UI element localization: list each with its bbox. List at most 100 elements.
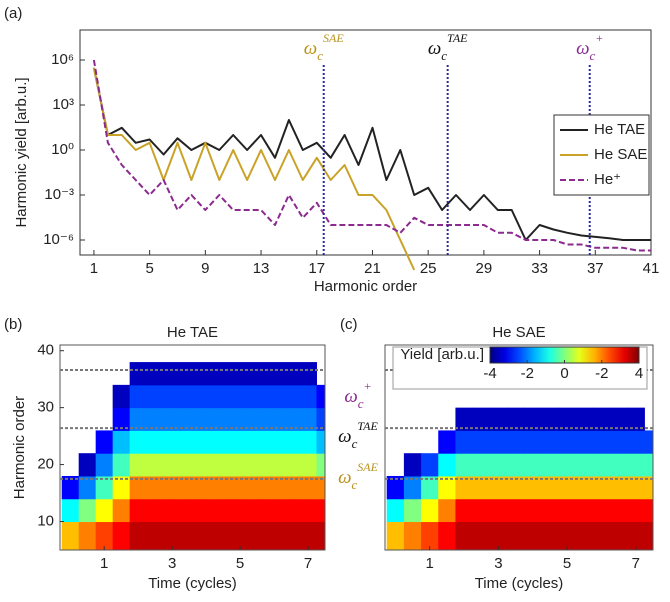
heat-cell [129, 475, 148, 500]
heat-cell [524, 453, 542, 477]
heat-cell [248, 384, 267, 409]
heat-cell [129, 521, 148, 550]
heat-cell [146, 430, 165, 454]
omega-sub: c [352, 437, 358, 452]
heat-cell [78, 498, 97, 523]
heat-cell [421, 453, 439, 477]
heat-cell [541, 430, 560, 454]
heat-cell [299, 475, 318, 500]
heat-cell [146, 384, 165, 409]
heat-cell [299, 453, 318, 477]
heat-cell [180, 453, 199, 477]
heat-cell [282, 362, 301, 386]
heat-cell [386, 498, 405, 523]
heat-cell [146, 453, 165, 477]
heat-cell [299, 362, 318, 386]
heat-cell [299, 521, 318, 550]
heat-cell [627, 521, 645, 550]
heat-cell [316, 475, 325, 500]
heat-cell [386, 475, 405, 500]
heat-cell [214, 384, 233, 409]
omega-sup: + [595, 31, 603, 45]
cutoff-label: ωc TAE [338, 419, 378, 452]
omega-symbol: ω [304, 38, 317, 59]
heat-cell [403, 521, 422, 550]
heat-cell [282, 498, 301, 523]
heat-cell [472, 498, 491, 523]
heat-cell [644, 498, 653, 523]
heat-cell [575, 475, 594, 500]
heat-cell [592, 521, 611, 550]
omega-sup: SAE [357, 460, 378, 474]
x-tick-label: 17 [308, 260, 325, 277]
heat-cell [129, 384, 148, 409]
heat-cell [316, 453, 325, 477]
heat-cell [112, 521, 131, 550]
x-tick-label: 3 [168, 555, 176, 572]
x-tick-label: 7 [632, 555, 640, 572]
heat-cell [146, 521, 165, 550]
heat-cell [282, 475, 301, 500]
heat-cell [78, 521, 97, 550]
heat-cell [558, 475, 577, 500]
omega-sup: TAE [447, 31, 468, 45]
heat-cell [214, 362, 233, 386]
heat-cell [489, 430, 508, 454]
heat-cell [61, 521, 80, 550]
heat-cell [575, 521, 594, 550]
heat-cell [592, 475, 611, 500]
heat-cell [541, 407, 560, 431]
heat-cell [112, 475, 131, 500]
heat-cell [541, 498, 560, 523]
chart-title: He SAE [492, 324, 545, 341]
heat-cell [506, 430, 525, 454]
panel-label: (a) [4, 5, 22, 22]
x-axis-label: Time (cycles) [148, 575, 237, 592]
heat-cell [248, 362, 267, 386]
series-line [92, 59, 651, 252]
heat-cell [112, 384, 131, 409]
heat-cell [112, 453, 131, 477]
omega-symbol: ω [576, 38, 589, 59]
heat-cell [95, 498, 114, 523]
heat-cell [299, 384, 318, 409]
heat-cell [248, 521, 267, 550]
heat-cell [610, 521, 628, 550]
heat-cell [95, 430, 114, 454]
heat-cell [299, 407, 318, 431]
heat-cell [472, 475, 491, 500]
x-tick-label: 1 [425, 555, 433, 572]
heat-cell [489, 453, 508, 477]
x-tick-label: 41 [643, 260, 660, 277]
heat-cell [146, 498, 165, 523]
heat-cell [265, 453, 284, 477]
x-tick-label: 25 [420, 260, 437, 277]
omega-sup: SAE [323, 31, 344, 45]
heat-cell [592, 453, 611, 477]
heat-cell [146, 362, 165, 386]
heat-cell [214, 453, 233, 477]
x-tick-label: 5 [563, 555, 571, 572]
panel-label: (c) [340, 316, 358, 333]
heat-cell [472, 521, 491, 550]
legend-label: He TAE [594, 121, 645, 138]
heat-cell [95, 453, 114, 477]
heat-cell [421, 521, 439, 550]
heat-cell [265, 521, 284, 550]
colorbar-tick-label: -2 [521, 365, 534, 382]
x-tick-label: 37 [587, 260, 604, 277]
x-tick-label: 3 [494, 555, 502, 572]
heat-cell [248, 498, 267, 523]
colorbar-tick-label: -2 [595, 365, 608, 382]
colorbar-label: Yield [arb.u.] [400, 346, 484, 363]
heat-cell [214, 498, 233, 523]
heat-cell [644, 521, 653, 550]
colorbar-tick-label: -4 [483, 365, 496, 382]
panel-label: (b) [4, 316, 22, 333]
heat-cell [197, 407, 216, 431]
heat-cell [403, 498, 422, 523]
heat-cell [129, 498, 148, 523]
heat-cell [61, 475, 80, 500]
heat-cell [197, 521, 216, 550]
heat-cell [438, 521, 456, 550]
